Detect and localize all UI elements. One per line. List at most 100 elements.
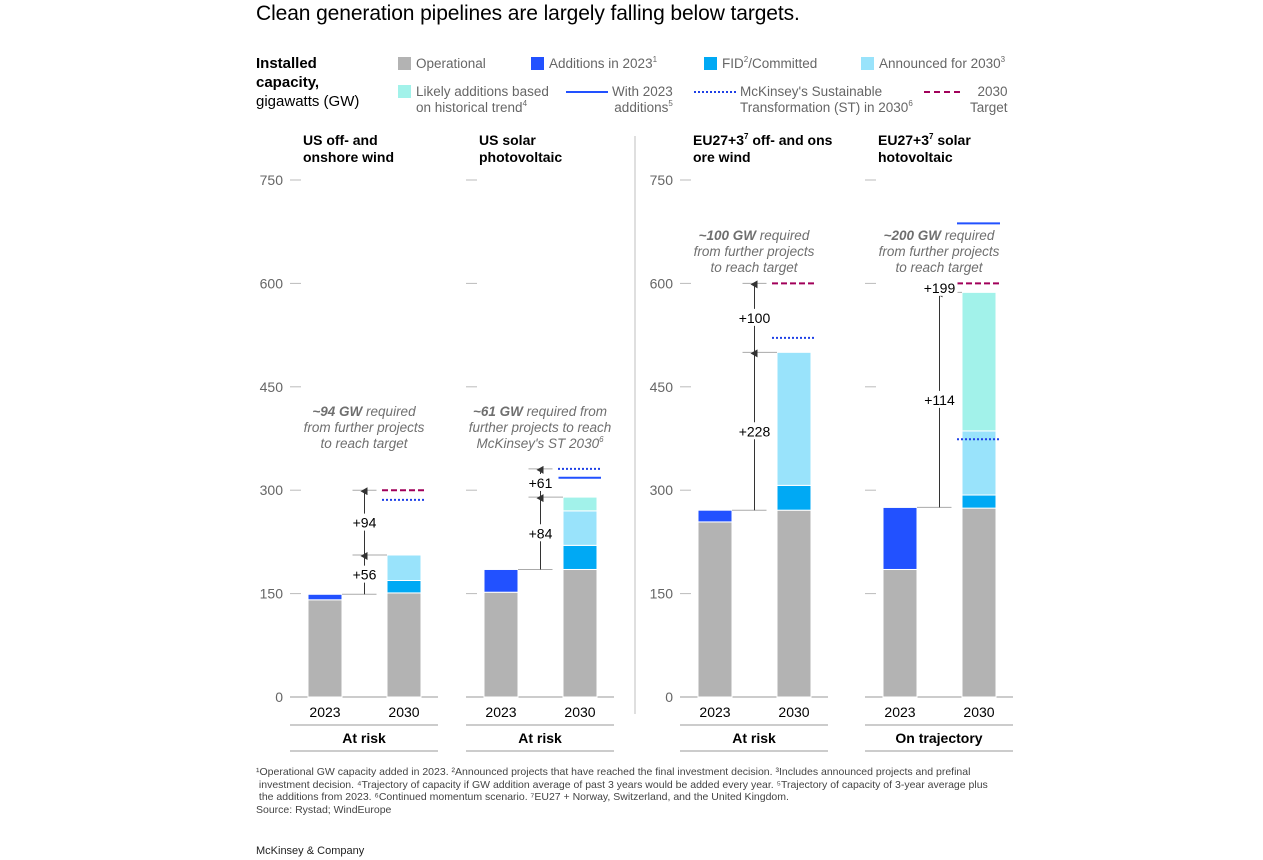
- legend-label: 2030 Target: [970, 84, 1008, 115]
- y-tick-label: 150: [260, 586, 284, 602]
- y-tick-label: 0: [275, 689, 283, 705]
- source-line: Source: Rystad; WindEurope: [256, 803, 392, 816]
- annotation-bold: ~61 GW: [473, 404, 524, 419]
- gap-label-bg: [921, 390, 958, 408]
- gap-label: +114: [924, 392, 955, 408]
- bar-segment: [697, 521, 733, 698]
- annotation-line: further projects to reach: [469, 420, 612, 435]
- chart-title-part: EU27+3: [693, 132, 744, 148]
- legend-swatch: [398, 85, 411, 98]
- y-axis-units: Installed capacity, gigawatts (GW): [256, 54, 359, 111]
- legend-label: McKinsey's Sustainable Transformation (ST…: [740, 84, 913, 115]
- annotation-text: required: [362, 404, 416, 419]
- legend-line-swatch: [566, 91, 608, 93]
- x-tick-label: 2030: [388, 704, 419, 720]
- chart-title: photovoltaic: [479, 149, 562, 165]
- bar-segment: [697, 509, 733, 523]
- bar-segment: [961, 507, 997, 698]
- footnote-line: the additions from 2023. ⁶Continued mome…: [256, 791, 789, 803]
- bar-segment: [776, 509, 812, 698]
- x-tick-label: 2030: [963, 704, 994, 720]
- bar-segment: [386, 580, 422, 594]
- chart-title: onshore wind: [303, 149, 394, 165]
- y-tick-label: 750: [260, 172, 284, 188]
- bar-segment: [562, 544, 598, 570]
- gap-label: +56: [353, 567, 377, 583]
- chart-title: EU27+37 solar: [878, 132, 971, 148]
- footnote-line: ¹Operational GW capacity added in 2023. …: [256, 766, 971, 778]
- chart-title: EU27+37 off- and ons: [693, 132, 833, 148]
- y-tick-label: 600: [260, 275, 284, 291]
- chart-title: US solar: [479, 132, 536, 148]
- bar-segment: [776, 351, 812, 486]
- status-label: On trajectory: [895, 730, 982, 746]
- legend-line-swatch: [924, 91, 960, 93]
- y-tick-label: 0: [665, 689, 673, 705]
- annotation-line: to reach target: [710, 260, 798, 275]
- bar-segment: [961, 291, 997, 432]
- status-label: At risk: [342, 730, 386, 746]
- gap-label: +61: [529, 475, 553, 491]
- legend-line-swatch: [694, 91, 736, 93]
- y-units-line2: capacity,: [256, 74, 320, 91]
- chart-title-sup: 7: [929, 132, 934, 141]
- y-tick-label: 750: [650, 172, 674, 188]
- bar-segment: [562, 568, 598, 698]
- annotation-text: McKinsey's ST 2030: [476, 436, 599, 451]
- legend-label: Operational: [416, 56, 486, 71]
- chart-title-sup: 7: [744, 132, 749, 141]
- bar-segment: [483, 591, 519, 698]
- status-label: At risk: [518, 730, 562, 746]
- annotation-bold: ~94 GW: [312, 404, 363, 419]
- x-tick-label: 2023: [309, 704, 340, 720]
- x-tick-label: 2023: [485, 704, 516, 720]
- annotation-line: ~200 GW required: [884, 228, 995, 243]
- gap-label-bg: [736, 308, 773, 326]
- x-tick-label: 2023: [699, 704, 730, 720]
- chart-title-part: EU27+3: [878, 132, 929, 148]
- bar-segment: [386, 592, 422, 698]
- y-tick-label: 600: [650, 275, 674, 291]
- gap-label-bg: [346, 565, 383, 583]
- annotation-line: from further projects: [879, 244, 1000, 259]
- annotation-text: required from: [523, 404, 607, 419]
- bar-segment: [882, 506, 918, 570]
- chart-title-part: off- and ons: [748, 132, 832, 148]
- legend-label: Additions in 20231: [549, 55, 658, 72]
- annotation-line: to reach target: [895, 260, 983, 275]
- bar-segment: [562, 510, 598, 546]
- annotation-line: from further projects: [304, 420, 425, 435]
- y-tick-label: 450: [260, 379, 284, 395]
- chart-title-part: solar: [933, 132, 971, 148]
- gap-label-bg: [736, 422, 773, 440]
- chart-title: US off- and: [303, 132, 378, 148]
- gap-label: +84: [529, 525, 553, 541]
- bar-segment: [776, 484, 812, 511]
- annotation-bold: ~100 GW: [699, 228, 758, 243]
- bar-segment: [483, 568, 519, 593]
- legend-label: With 2023 additions5: [612, 84, 673, 115]
- annotation-text: required: [941, 228, 995, 243]
- legend-swatch: [861, 57, 874, 70]
- page-title: Clean generation pipelines are largely f…: [256, 2, 800, 25]
- annotation-bold: ~200 GW: [884, 228, 943, 243]
- gap-label: +199: [924, 280, 956, 296]
- gap-label-bg: [522, 473, 559, 491]
- y-tick-label: 300: [260, 482, 284, 498]
- bar-segment: [882, 568, 918, 698]
- y-units-line1: Installed: [256, 55, 317, 72]
- footnote-line: investment decision. ⁴Trajectory of capa…: [256, 778, 988, 791]
- annotation-text: required: [756, 228, 810, 243]
- chart-title: ore wind: [693, 149, 751, 165]
- bar-segment: [562, 496, 598, 512]
- y-tick-label: 150: [650, 586, 674, 602]
- annotation-line: to reach target: [320, 436, 408, 451]
- bar-segment: [386, 554, 422, 582]
- gap-label-bg: [522, 524, 559, 542]
- y-tick-label: 300: [650, 482, 674, 498]
- bar-segment: [307, 599, 343, 698]
- legend-swatch: [704, 57, 717, 70]
- y-units-line3: gigawatts (GW): [256, 93, 360, 110]
- gap-label: +100: [739, 310, 771, 326]
